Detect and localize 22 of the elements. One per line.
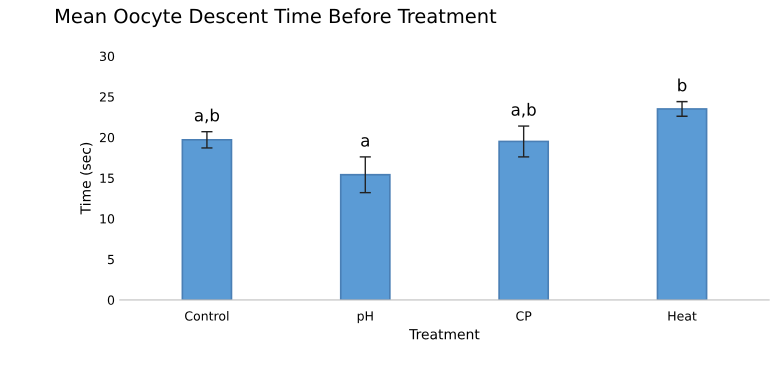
y-tick-label: 5: [108, 254, 114, 264]
y-tick-label: 10: [100, 214, 114, 224]
y-tick-label: 15: [100, 174, 114, 183]
bar: [340, 174, 391, 300]
x-axis-title: Treatment: [409, 329, 480, 340]
bar: [498, 140, 550, 300]
bar: [182, 138, 232, 300]
x-tick-label: pH: [358, 311, 373, 324]
y-tick-label: 30: [100, 52, 114, 62]
chart-title: Mean Oocyte Descent Time Before Treatment: [56, 8, 496, 28]
bar: [656, 108, 708, 300]
y-axis-title: Time (sec): [80, 142, 92, 214]
y-tick-label: 20: [100, 132, 114, 142]
x-tick-label: Control: [185, 311, 228, 321]
annotation: b: [678, 78, 686, 92]
x-tick-label: CP: [516, 311, 532, 321]
x-tick-label: Heat: [668, 311, 697, 321]
annotation: a,b: [194, 108, 220, 124]
annotation: a: [361, 137, 369, 147]
annotation: a,b: [512, 102, 536, 118]
y-tick-label: 25: [100, 92, 114, 102]
y-tick-label: 0: [108, 295, 114, 305]
